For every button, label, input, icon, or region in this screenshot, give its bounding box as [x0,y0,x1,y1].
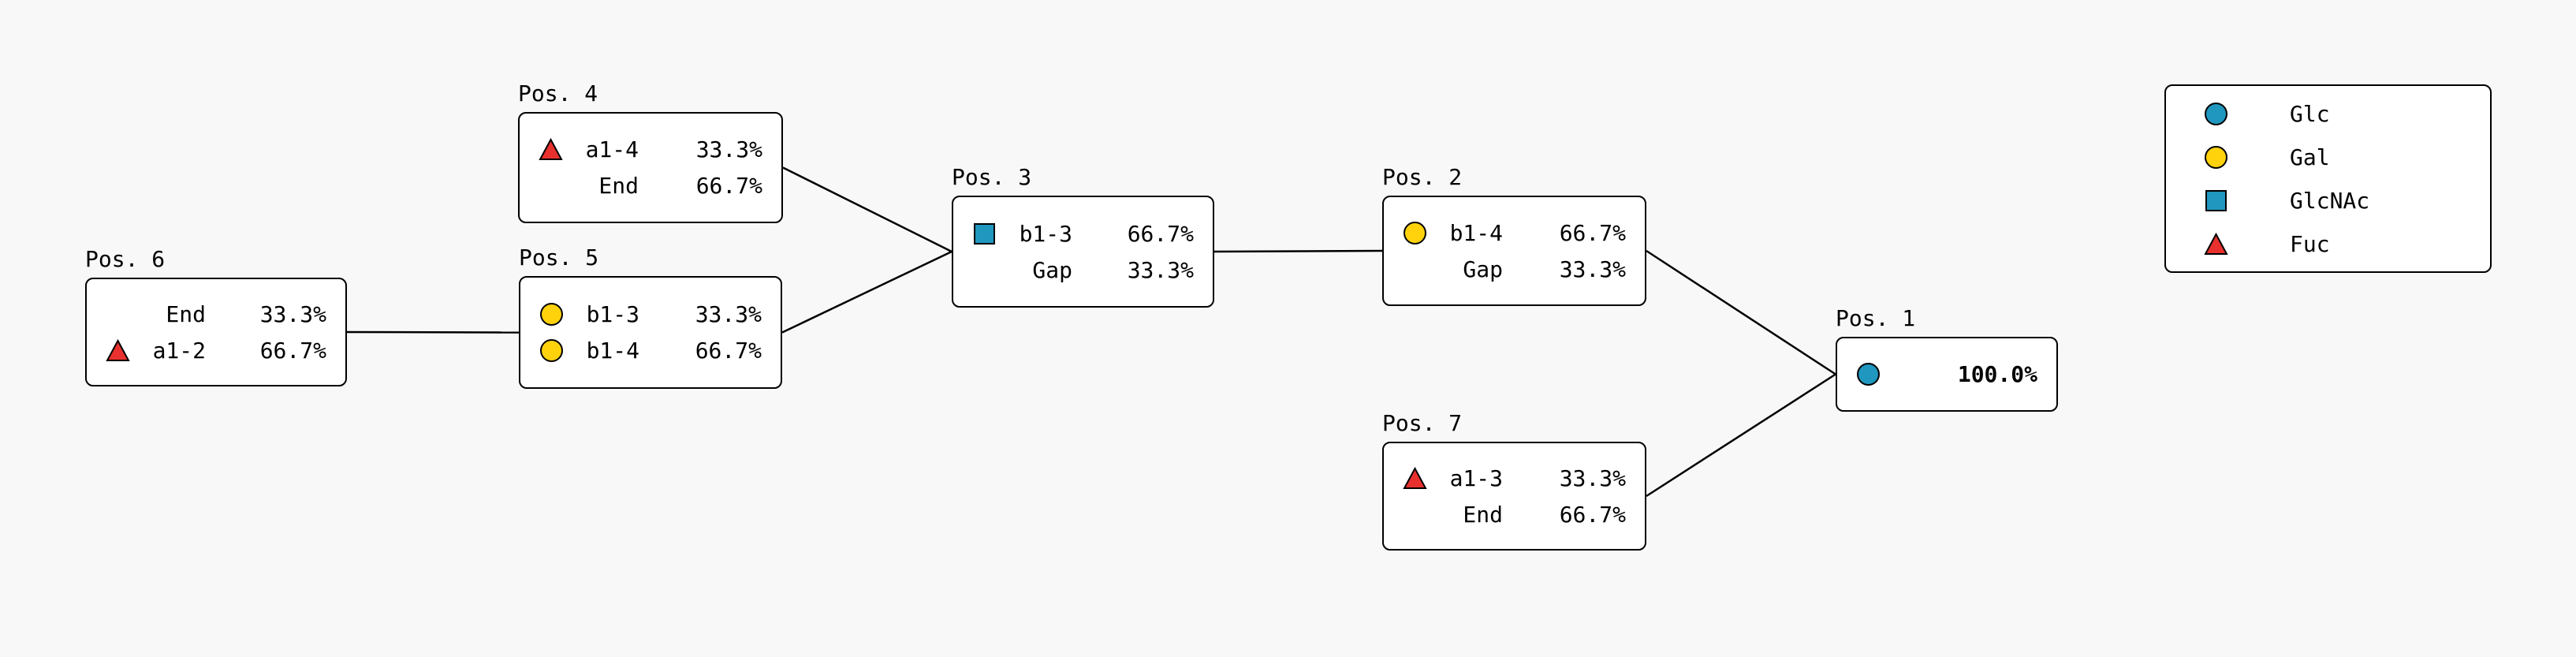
linkage-label: Gap [1463,256,1503,282]
node-pos2: Pos. 2 b1-4 66.7% Gap 33.3% [1382,164,1646,306]
node-row: b1-4 66.7% [1384,215,1645,251]
node-title-pos4: Pos. 4 [518,80,598,106]
empty-icon-slot [539,174,563,198]
linkage-label: a1-3 [1449,465,1503,491]
node-title-pos1: Pos. 1 [1836,305,1916,331]
glcnac-icon [972,222,997,246]
percentage-value: 33.3% [695,136,762,162]
node-box-pos7: a1-3 33.3% End 66.7% [1382,442,1646,551]
edge-pos3-pos2 [1213,249,1383,253]
legend-item-gal: Gal [2166,136,2490,179]
node-row: 100.0% [1837,356,2056,393]
fuc-icon [539,137,563,162]
edge-pos2-pos1 [1646,249,1836,375]
empty-icon-slot [106,302,130,327]
linkage-label: b1-4 [1449,219,1503,246]
legend-item-glc: Glc [2166,92,2490,136]
legend-label: GlcNAc [2290,187,2370,214]
legend-label: Gal [2290,144,2330,170]
node-pos6: Pos. 6 End 33.3% a1-2 66.7% [85,246,347,386]
node-row: a1-4 33.3% [520,132,781,168]
percentage-value: 33.3% [1559,256,1626,282]
legend-label: Fuc [2290,230,2330,257]
percentage-value: 33.3% [1559,465,1626,491]
legend: Glc Gal GlcNAc Fuc [2164,84,2492,273]
edge-pos7-pos1 [1646,373,1836,498]
empty-icon-slot [1403,257,1427,282]
glc-icon [2204,102,2228,126]
percentage-value: 100.0% [1957,361,2037,387]
edge-pos4-pos3 [782,166,952,253]
node-box-pos3: b1-3 66.7% Gap 33.3% [952,196,1214,308]
fuc-icon [106,338,130,363]
gal-icon [2204,145,2228,170]
node-row: Gap 33.3% [1384,251,1645,287]
node-title-pos7: Pos. 7 [1382,410,1463,436]
percentage-value: 66.7% [259,337,326,364]
node-box-pos6: End 33.3% a1-2 66.7% [85,278,347,386]
node-row: b1-3 66.7% [953,215,1213,252]
node-box-pos5: b1-3 33.3% b1-4 66.7% [519,276,782,389]
node-row: a1-3 33.3% [1384,460,1645,496]
node-title-pos2: Pos. 2 [1382,164,1463,190]
linkage-label: End [166,301,206,327]
gal-icon [539,338,564,363]
linkage-label: b1-3 [1019,220,1072,247]
linkage-label: a1-2 [152,337,206,364]
percentage-value: 66.7% [695,338,762,364]
node-pos3: Pos. 3 b1-3 66.7% Gap 33.3% [952,164,1214,308]
node-pos5: Pos. 5 b1-3 33.3% b1-4 66.7% [519,245,782,389]
percentage-value: 33.3% [695,301,762,327]
node-row: Gap 33.3% [953,252,1213,288]
node-pos1: Pos. 1 100.0% [1836,305,2058,412]
glc-icon [1856,362,1881,386]
node-title-pos3: Pos. 3 [952,164,1032,190]
percentage-value: 66.7% [1559,501,1626,528]
legend-item-glcnac: GlcNAc [2166,179,2490,222]
node-title-pos6: Pos. 6 [85,246,166,272]
percentage-value: 66.7% [1559,219,1626,246]
percentage-value: 33.3% [259,301,326,327]
node-row: End 66.7% [520,168,781,204]
node-row: a1-2 66.7% [87,332,345,368]
linkage-label: End [1463,501,1503,528]
node-box-pos1: 100.0% [1836,337,2058,412]
node-row: End 66.7% [1384,496,1645,532]
node-row: End 33.3% [87,296,345,332]
percentage-value: 66.7% [1127,220,1194,247]
edge-pos5-pos3 [781,250,952,334]
linkage-label: b1-3 [586,301,639,327]
node-row: b1-4 66.7% [520,333,781,369]
empty-icon-slot [1403,502,1427,527]
percentage-value: 33.3% [1127,256,1194,283]
node-box-pos4: a1-4 33.3% End 66.7% [518,112,783,223]
legend-label: Glc [2290,100,2330,127]
node-row: b1-3 33.3% [520,297,781,333]
node-pos4: Pos. 4 a1-4 33.3% End 66.7% [518,80,783,223]
percentage-value: 66.7% [695,173,762,199]
gal-icon [1403,221,1427,245]
node-box-pos2: b1-4 66.7% Gap 33.3% [1382,196,1646,306]
legend-item-fuc: Fuc [2166,222,2490,266]
node-title-pos5: Pos. 5 [519,245,599,271]
linkage-label: a1-4 [585,136,639,162]
fuc-icon [1403,466,1427,491]
fuc-icon [2204,232,2228,256]
linkage-label: b1-4 [586,338,639,364]
glcnac-icon [2204,189,2228,213]
edge-pos6-pos5 [346,330,520,334]
linkage-label: Gap [1032,256,1072,283]
gal-icon [539,302,564,327]
node-pos7: Pos. 7 a1-3 33.3% End 66.7% [1382,410,1646,551]
linkage-label: End [598,173,639,199]
empty-icon-slot [972,258,997,282]
